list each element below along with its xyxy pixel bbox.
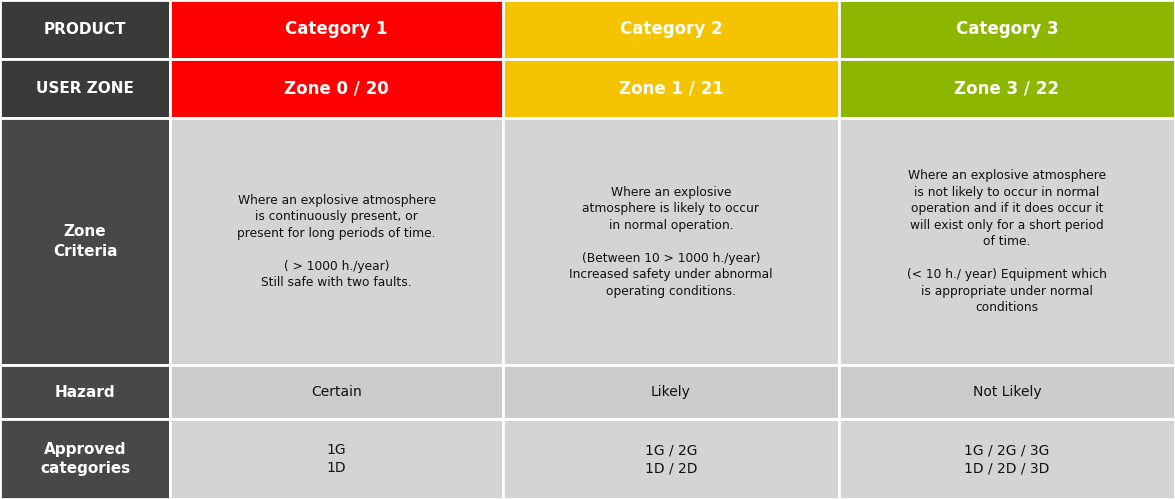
Text: Zone
Criteria: Zone Criteria bbox=[53, 225, 118, 258]
Text: Zone 0 / 20: Zone 0 / 20 bbox=[284, 79, 389, 97]
Bar bbox=[839, 365, 1175, 419]
Bar bbox=[170, 0, 503, 59]
Bar bbox=[0, 118, 170, 365]
Text: Zone 3 / 22: Zone 3 / 22 bbox=[954, 79, 1060, 97]
Text: Approved
categories: Approved categories bbox=[40, 442, 130, 476]
Text: Certain: Certain bbox=[311, 385, 362, 399]
Text: 1G / 2G / 3G
1D / 2D / 3D: 1G / 2G / 3G 1D / 2D / 3D bbox=[965, 443, 1049, 475]
Bar bbox=[503, 59, 839, 118]
Bar bbox=[839, 59, 1175, 118]
Bar bbox=[839, 0, 1175, 59]
Text: PRODUCT: PRODUCT bbox=[43, 22, 127, 37]
Bar bbox=[170, 419, 503, 499]
Text: Where an explosive
atmosphere is likely to occur
in normal operation.

(Between : Where an explosive atmosphere is likely … bbox=[569, 186, 773, 297]
Bar bbox=[503, 419, 839, 499]
Text: Category 1: Category 1 bbox=[286, 20, 388, 38]
Text: Where an explosive atmosphere
is continuously present, or
present for long perio: Where an explosive atmosphere is continu… bbox=[237, 194, 436, 289]
Bar bbox=[170, 365, 503, 419]
Bar bbox=[839, 419, 1175, 499]
Bar bbox=[170, 59, 503, 118]
Bar bbox=[0, 0, 170, 59]
Text: Zone 1 / 21: Zone 1 / 21 bbox=[618, 79, 724, 97]
Bar bbox=[503, 0, 839, 59]
Bar bbox=[503, 365, 839, 419]
Bar bbox=[0, 419, 170, 499]
Bar bbox=[0, 59, 170, 118]
Bar bbox=[839, 118, 1175, 365]
Text: Not Likely: Not Likely bbox=[973, 385, 1041, 399]
Text: Category 2: Category 2 bbox=[619, 20, 723, 38]
Text: Category 3: Category 3 bbox=[955, 20, 1059, 38]
Bar bbox=[0, 365, 170, 419]
Text: 1G / 2G
1D / 2D: 1G / 2G 1D / 2D bbox=[645, 443, 697, 475]
Bar bbox=[503, 118, 839, 365]
Text: Likely: Likely bbox=[651, 385, 691, 399]
Text: Hazard: Hazard bbox=[55, 385, 115, 400]
Bar bbox=[170, 118, 503, 365]
Text: 1G
1D: 1G 1D bbox=[327, 443, 347, 475]
Text: Where an explosive atmosphere
is not likely to occur in normal
operation and if : Where an explosive atmosphere is not lik… bbox=[907, 169, 1107, 314]
Text: USER ZONE: USER ZONE bbox=[36, 81, 134, 96]
